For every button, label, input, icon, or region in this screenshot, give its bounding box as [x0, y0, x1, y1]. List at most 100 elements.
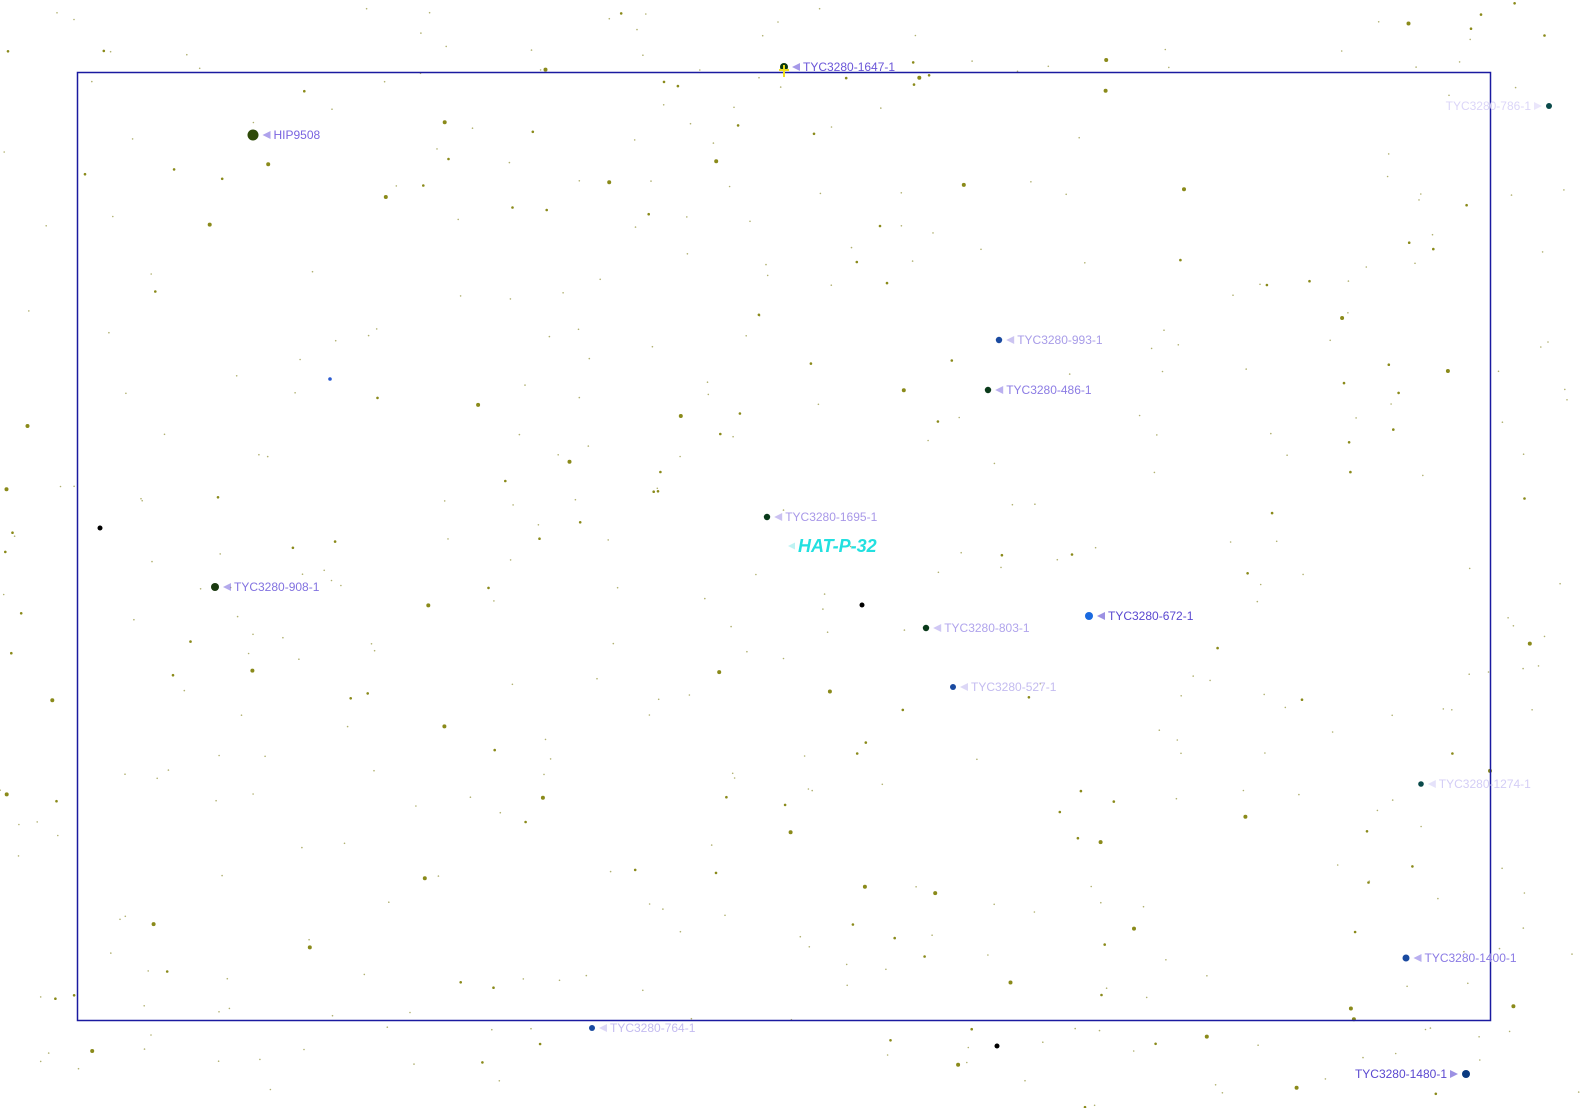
- field-star: [151, 922, 156, 927]
- labeled-star[interactable]: TYC3280-486-1: [984, 383, 1092, 397]
- star-label[interactable]: TYC3280-1695-1: [785, 510, 877, 524]
- field-star: [1566, 399, 1568, 401]
- star-marker[interactable]: [922, 624, 930, 632]
- star-label[interactable]: TYC3280-1480-1: [1355, 1067, 1447, 1081]
- field-star: [783, 803, 787, 807]
- field-star: [1391, 714, 1393, 717]
- field-star: [1353, 930, 1357, 934]
- star-marker[interactable]: [1462, 1070, 1470, 1078]
- star-label[interactable]: TYC3280-1274-1: [1439, 777, 1531, 791]
- star-label[interactable]: TYC3280-993-1: [1017, 333, 1103, 347]
- field-star: [530, 49, 533, 51]
- field-star: [686, 253, 689, 255]
- field-star: [881, 783, 884, 786]
- field-star: [493, 600, 495, 602]
- labeled-star[interactable]: TYC3280-1480-1: [1355, 1067, 1470, 1081]
- field-star: [1445, 369, 1450, 373]
- field-star: [1242, 789, 1245, 792]
- field-star: [862, 884, 867, 889]
- field-star: [252, 121, 255, 124]
- field-star: [1263, 693, 1265, 696]
- field-star: [112, 215, 114, 218]
- labeled-star[interactable]: TYC3280-908-1: [211, 580, 320, 594]
- field-star: [1090, 885, 1092, 888]
- field-star: [428, 11, 431, 14]
- labeled-star[interactable]: TYC3280-1647-1: [779, 60, 895, 77]
- field-star: [642, 54, 644, 56]
- star: [97, 525, 103, 531]
- star-label[interactable]: HIP9508: [274, 128, 321, 142]
- field-star: [198, 67, 201, 70]
- star-label[interactable]: TYC3280-486-1: [1006, 383, 1092, 397]
- field-star: [864, 741, 868, 744]
- labeled-star[interactable]: TYC3280-1274-1: [1418, 777, 1531, 791]
- field-star: [363, 973, 366, 976]
- field-star: [1434, 1092, 1438, 1096]
- field-star: [1422, 474, 1424, 477]
- field-star: [728, 185, 731, 188]
- star-marker[interactable]: [1402, 954, 1410, 962]
- field-star: [1039, 682, 1042, 685]
- star-marker[interactable]: [589, 1025, 595, 1031]
- field-star: [442, 120, 447, 125]
- field-star: [880, 107, 882, 109]
- field-star: [383, 80, 386, 83]
- star-label[interactable]: TYC3280-672-1: [1108, 609, 1194, 623]
- star-label[interactable]: TYC3280-527-1: [971, 680, 1057, 694]
- field-star: [366, 692, 370, 695]
- labeled-star[interactable]: TYC3280-803-1: [922, 621, 1030, 635]
- field-star: [1074, 1027, 1076, 1030]
- field-star: [1479, 13, 1483, 16]
- field-star: [1145, 996, 1148, 999]
- star-label[interactable]: TYC3280-1400-1: [1425, 951, 1517, 965]
- labeled-star[interactable]: TYC3280-764-1: [589, 1021, 696, 1035]
- star-marker[interactable]: [247, 129, 259, 141]
- target-name[interactable]: HAT-P-32: [798, 536, 877, 556]
- star-label[interactable]: TYC3280-1647-1: [803, 60, 895, 74]
- field-star: [471, 127, 474, 129]
- labeled-star[interactable]: TYC3280-527-1: [950, 680, 1057, 694]
- star-marker[interactable]: [1546, 103, 1552, 109]
- field-star: [1204, 1034, 1209, 1039]
- field-star: [1424, 1028, 1427, 1031]
- star-label[interactable]: TYC3280-764-1: [610, 1021, 696, 1035]
- field-star: [987, 954, 989, 956]
- star-label[interactable]: TYC3280-803-1: [944, 621, 1030, 635]
- field-star: [1104, 58, 1109, 62]
- star-label[interactable]: TYC3280-786-1: [1446, 99, 1532, 113]
- field-star: [383, 195, 388, 199]
- star-label[interactable]: TYC3280-908-1: [234, 580, 320, 594]
- star-marker[interactable]: [1085, 612, 1093, 620]
- field-star: [1362, 1056, 1364, 1059]
- field-star: [1479, 1059, 1481, 1061]
- labeled-star[interactable]: TYC3280-786-1: [1446, 99, 1552, 113]
- labeled-star[interactable]: TYC3280-1695-1: [763, 510, 878, 524]
- field-star: [766, 274, 769, 277]
- star-marker[interactable]: [950, 684, 956, 690]
- target-label[interactable]: HAT-P-32: [788, 536, 877, 556]
- labeled-star[interactable]: TYC3280-993-1: [995, 333, 1103, 347]
- labeled-star[interactable]: HIP9508: [247, 128, 321, 142]
- field-star: [459, 295, 462, 297]
- star-marker[interactable]: [211, 583, 219, 591]
- labeled-star[interactable]: TYC3280-1400-1: [1402, 951, 1517, 965]
- field-star: [1270, 511, 1274, 515]
- star-marker[interactable]: [763, 513, 771, 521]
- field-star: [1150, 347, 1153, 350]
- star-marker[interactable]: [995, 336, 1003, 344]
- field-star: [1098, 1029, 1101, 1032]
- field-star: [218, 1011, 220, 1013]
- field-star: [388, 901, 390, 903]
- labeled-star[interactable]: TYC3280-672-1: [1085, 609, 1194, 623]
- field-star: [1523, 497, 1526, 500]
- field-star: [845, 963, 848, 966]
- star-marker[interactable]: [1418, 781, 1424, 787]
- field-star: [538, 1042, 542, 1046]
- star-marker[interactable]: [984, 386, 992, 394]
- field-star: [4, 487, 9, 492]
- field-star: [1468, 673, 1470, 675]
- field-star: [1407, 241, 1411, 244]
- unlabeled-stars: [97, 377, 1000, 1049]
- field-star: [1397, 391, 1400, 395]
- field-star: [567, 459, 572, 464]
